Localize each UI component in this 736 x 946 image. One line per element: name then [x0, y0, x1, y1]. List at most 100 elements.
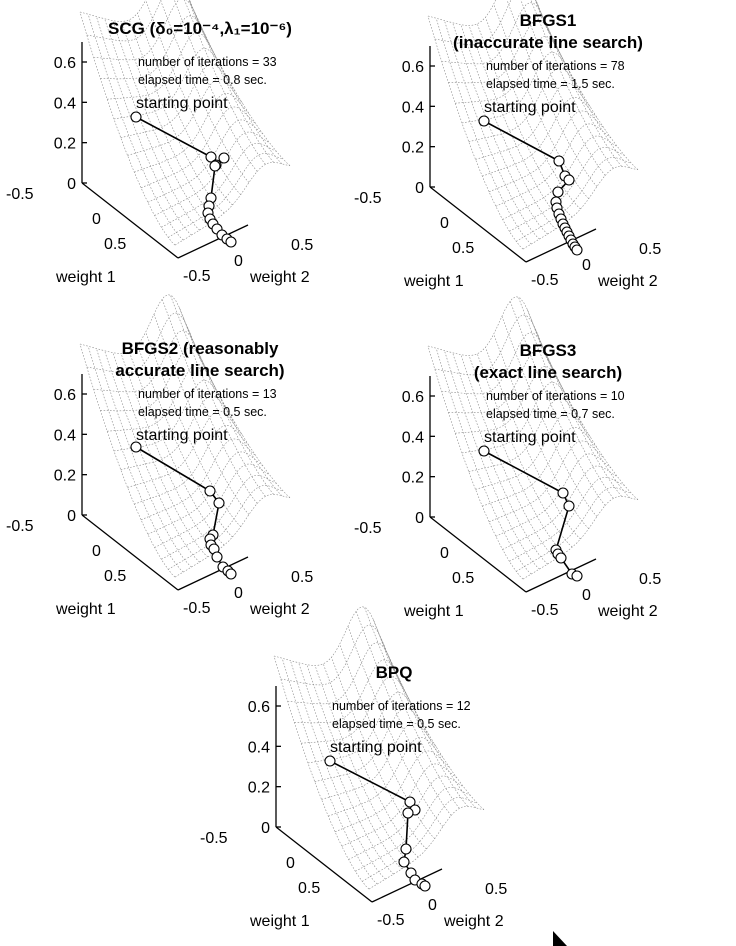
mesh-line: [281, 658, 378, 885]
surface-mesh: [427, 0, 639, 250]
starting-point-marker: [324, 755, 336, 767]
iteration-point: [571, 570, 583, 582]
starting-point-marker: [130, 441, 142, 453]
mesh-line: [323, 663, 419, 858]
mesh-line: [485, 17, 581, 210]
mesh-line: [174, 493, 291, 578]
mesh-line: [434, 0, 551, 46]
y-axis: [177, 224, 249, 259]
iteration-point: [563, 174, 575, 186]
mesh-line: [160, 0, 250, 183]
surface-mesh: [79, 0, 291, 246]
z-tick-label: 0.2: [54, 468, 76, 485]
iteration-point: [571, 244, 583, 256]
mesh-line: [100, 15, 216, 80]
mesh-line: [174, 161, 291, 246]
iteration-point: [402, 807, 414, 819]
z-tick-label: 0.6: [402, 59, 424, 76]
y-tick-label: 0.5: [291, 237, 313, 254]
mesh-line: [455, 366, 571, 434]
annotation-line: elapsed time = 0.7 sec.: [486, 407, 615, 421]
iteration-point: [211, 551, 223, 563]
chart-title: BFGS1: [520, 11, 577, 30]
mesh-line: [145, 331, 241, 527]
x-tick-label: -0.5: [354, 520, 382, 537]
y-tick-label: -0.5: [183, 600, 211, 617]
annotation-line: elapsed time = 0.8 sec.: [138, 73, 267, 87]
chart-title: accurate line search): [115, 361, 284, 380]
mesh-line: [137, 13, 233, 206]
annotation-line: number of iterations = 13: [138, 387, 277, 401]
mesh-line: [347, 626, 444, 827]
mesh-line: [112, 352, 209, 558]
mesh-line: [460, 354, 557, 560]
iteration-point: [553, 155, 565, 167]
starting-point-label: starting point: [484, 429, 576, 446]
y-tick-label: 0: [234, 253, 243, 270]
mesh-line: [355, 610, 452, 816]
mouse-cursor-icon: [553, 931, 567, 946]
x-tick-label: 0: [92, 211, 101, 228]
mesh-line: [129, 351, 225, 546]
mesh-line: [444, 350, 540, 570]
y-tick-label: 0: [582, 257, 591, 274]
x-axis: [81, 514, 179, 591]
x-tick-label: 0.5: [452, 570, 474, 587]
mesh-line: [526, 307, 622, 497]
z-tick-label: 0.2: [402, 140, 424, 157]
z-tick-label: 0: [261, 820, 270, 837]
annotation-line: number of iterations = 12: [332, 699, 471, 713]
y-tick-label: -0.5: [377, 912, 405, 929]
mesh-line: [120, 63, 236, 138]
y-axis-label: weight 2: [249, 269, 310, 286]
mesh-line: [388, 660, 485, 810]
mesh-line: [188, 0, 274, 163]
mesh-line: [290, 660, 386, 880]
x-tick-label: -0.5: [6, 518, 34, 535]
x-axis-label: weight 1: [249, 913, 310, 930]
mesh-line: [107, 364, 223, 432]
z-tick-label: 0.2: [54, 136, 76, 153]
mesh-line: [79, 343, 176, 578]
y-axis-label: weight 2: [597, 603, 658, 620]
z-tick-label: 0: [67, 508, 76, 525]
iteration-point: [419, 880, 431, 892]
iteration-point: [398, 856, 410, 868]
mesh-line: [331, 657, 427, 850]
y-axis: [525, 228, 597, 263]
mesh-line: [501, 316, 598, 517]
mesh-line: [79, 294, 196, 354]
z-tick-label: 0.6: [248, 699, 270, 716]
mesh-line: [506, 0, 598, 187]
mesh-line: [104, 18, 200, 231]
mesh-line: [86, 312, 203, 374]
starting-point-label: starting point: [484, 99, 576, 116]
mesh-line: [87, 14, 184, 241]
mesh-line: [120, 353, 217, 552]
z-tick-label: 0.6: [54, 387, 76, 404]
starting-point-marker: [478, 445, 490, 457]
annotation-line: number of iterations = 78: [486, 59, 625, 73]
z-tick-label: 0: [415, 510, 424, 527]
mesh-line: [427, 296, 544, 356]
annotation-line: number of iterations = 33: [138, 55, 277, 69]
mesh-line: [301, 676, 417, 744]
mesh-line: [134, 424, 250, 505]
y-tick-label: 0.5: [291, 569, 313, 586]
z-tick-label: 0.4: [402, 429, 424, 446]
optimization-path: [329, 760, 426, 887]
mesh-line: [485, 347, 581, 540]
mesh-line: [194, 348, 291, 498]
x-tick-label: -0.5: [200, 830, 228, 847]
y-axis-label: weight 2: [249, 601, 310, 618]
y-axis: [177, 556, 249, 591]
x-tick-label: -0.5: [6, 186, 34, 203]
x-axis: [429, 186, 527, 263]
mesh-line: [280, 624, 397, 686]
mesh-line: [542, 20, 639, 170]
mesh-line: [348, 775, 464, 860]
chart-title: (exact line search): [474, 363, 622, 382]
mesh-line: [427, 0, 544, 26]
